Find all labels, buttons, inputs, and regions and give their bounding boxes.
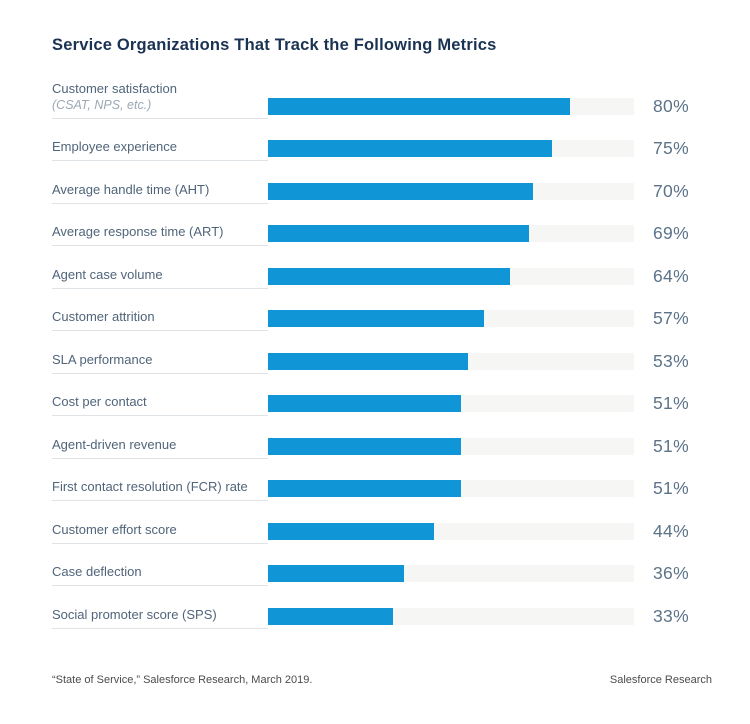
chart-row: Customer effort score 44%	[52, 501, 698, 544]
value-label: 51%	[653, 478, 689, 498]
value-label: 36%	[653, 563, 689, 583]
metric-label: First contact resolution (FCR) rate	[52, 479, 248, 494]
bar	[268, 182, 533, 200]
metric-label-group: Agent-driven revenue	[52, 437, 268, 459]
bar	[268, 352, 469, 370]
metric-label: Employee experience	[52, 139, 178, 154]
bar	[268, 97, 571, 115]
metric-label: Agent case volume	[52, 266, 163, 282]
chart-row: Agent-driven revenue 51%	[52, 416, 698, 459]
metric-label: Customer attrition	[52, 309, 155, 324]
metric-label-group: Customer attrition	[52, 309, 268, 331]
bar-track	[268, 225, 634, 242]
bar	[268, 607, 393, 625]
bar	[268, 480, 461, 497]
chart-row: Customer satisfaction (CSAT, NPS, etc.) …	[52, 76, 698, 119]
metric-label: Cost per contact	[52, 394, 147, 409]
metric-label-group: Agent case volume	[52, 267, 268, 289]
source-citation: “State of Service,” Salesforce Research,…	[52, 674, 313, 686]
chart-row: Customer attrition 57%	[52, 289, 698, 331]
metric-label-group: Customer satisfaction (CSAT, NPS, etc.)	[52, 81, 268, 119]
metric-label: Social promoter score (SPS)	[52, 606, 217, 622]
chart-row: Case deflection 36%	[52, 544, 698, 586]
bar-track	[268, 607, 634, 625]
metric-label-group: Case deflection	[52, 564, 268, 586]
chart-row: First contact resolution (FCR) rate 51%	[52, 459, 698, 501]
bar	[268, 267, 510, 285]
metric-label-group: Cost per contact	[52, 394, 268, 416]
metric-label: SLA performance	[52, 351, 153, 367]
bar	[268, 225, 529, 242]
bar-track	[268, 97, 634, 115]
chart-row: Average handle time (AHT) 70%	[52, 161, 698, 204]
value-label: 64%	[653, 265, 689, 286]
metric-label-group: First contact resolution (FCR) rate	[52, 479, 268, 501]
metric-label: Customer effort score	[52, 521, 177, 537]
value-label: 33%	[653, 605, 689, 626]
chart-row: Employee experience 75%	[52, 119, 698, 161]
metric-label-group: Customer effort score	[52, 522, 268, 544]
value-label: 57%	[653, 308, 689, 328]
metric-label-group: Average response time (ART)	[52, 224, 268, 246]
bar	[268, 437, 461, 455]
brand-label: Salesforce Research	[609, 674, 712, 686]
bar	[268, 310, 484, 327]
value-label: 80%	[653, 95, 689, 116]
chart-title: Service Organizations That Track the Fol…	[52, 36, 497, 54]
bar-chart: Customer satisfaction (CSAT, NPS, etc.) …	[52, 76, 698, 629]
chart-row: Social promoter score (SPS) 33%	[52, 586, 698, 629]
value-label: 75%	[653, 138, 689, 158]
metric-label-group: SLA performance	[52, 352, 268, 374]
chart-row: Cost per contact 51%	[52, 374, 698, 416]
value-label: 51%	[653, 435, 689, 456]
bar-track	[268, 395, 634, 412]
metric-label: Average handle time (AHT)	[52, 181, 210, 197]
bar-track	[268, 522, 634, 540]
metric-label-group: Social promoter score (SPS)	[52, 607, 268, 629]
footer: “State of Service,” Salesforce Research,…	[52, 674, 712, 686]
value-label: 44%	[653, 520, 689, 541]
metric-label: Agent-driven revenue	[52, 436, 177, 452]
bar-track	[268, 565, 634, 582]
value-label: 53%	[653, 350, 689, 371]
bar-track	[268, 267, 634, 285]
value-label: 70%	[653, 180, 689, 201]
chart-row: Average response time (ART) 69%	[52, 204, 698, 246]
metric-label: Customer satisfaction	[52, 80, 177, 96]
metric-label: Case deflection	[52, 564, 142, 579]
metric-label: Average response time (ART)	[52, 224, 224, 239]
bar-track	[268, 310, 634, 327]
bar-track	[268, 352, 634, 370]
bar-track	[268, 437, 634, 455]
value-label: 69%	[653, 223, 689, 243]
bar	[268, 565, 405, 582]
metric-label-group: Average handle time (AHT)	[52, 182, 268, 204]
chart-row: SLA performance 53%	[52, 331, 698, 374]
chart-row: Agent case volume 64%	[52, 246, 698, 289]
bar-track	[268, 140, 634, 157]
value-label: 51%	[653, 393, 689, 413]
bar	[268, 522, 435, 540]
bar	[268, 395, 461, 412]
bar	[268, 140, 552, 157]
metric-sublabel: (CSAT, NPS, etc.)	[52, 97, 152, 112]
metric-label-group: Employee experience	[52, 139, 268, 161]
bar-track	[268, 480, 634, 497]
bar-track	[268, 182, 634, 200]
